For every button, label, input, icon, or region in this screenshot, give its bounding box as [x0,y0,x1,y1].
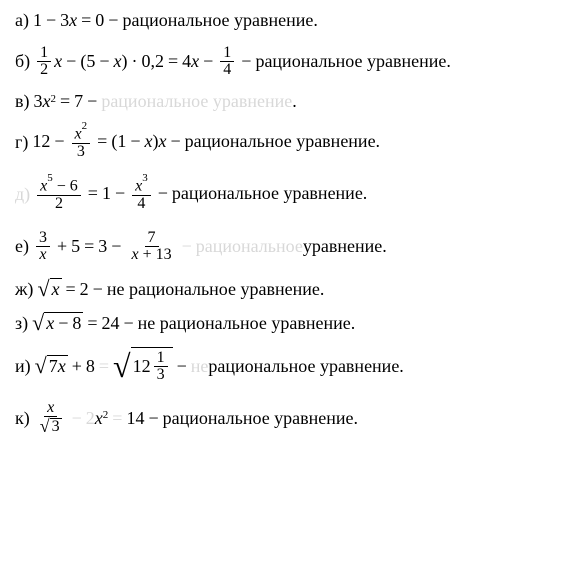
frac-f2: 7 x+13 [128,230,174,263]
item-h: з) √ x−8 = 24 − не рациональное уравнени… [15,310,570,336]
frac-e2: x3 4 [132,176,151,211]
sqrt-h: √ x−8 [32,310,83,336]
desc-b: рациональное уравнение. [255,51,450,72]
frac-d1: x2 3 [72,124,91,159]
label-a: а) [15,10,29,31]
equation-i: √ 7x + 8 = √ 12 1 3 − не рациональное ур… [35,347,404,385]
sqrt-g: √ x [37,276,61,302]
desc-i-water: не [191,356,209,377]
frac-b2: 1 4 [220,45,234,78]
equation-f: 3 x + 5 = 3 − 7 x+13 − рациональное урав… [33,230,387,263]
item-a: а) 1 − 3 x = 0 − рациональное уравнение. [15,10,570,31]
sqrt-i2: √ 12 1 3 [113,347,173,385]
label-c: в) [15,91,30,112]
desc-c-water: рациональное уравнение [101,91,292,112]
equation-c: 3 x 2 = 7 − рациональное уравнение . [34,91,297,112]
equation-j: x √ 3 − 2 x 2 = 14 − рациональное уравне… [34,400,358,436]
desc-a: рациональное уравнение. [122,10,317,31]
sqrt-i1: √ 7x [35,353,68,379]
label-i: и) [15,356,31,377]
label-j: к) [15,408,30,429]
equation-b: 1 2 x − ( 5 − x ) · 0,2 = 4 x − 1 4 − ра… [34,45,451,78]
frac-e1: x5−6 2 [37,176,81,211]
equation-e: x5−6 2 = 1 − x3 4 − рациональное уравнен… [34,176,367,211]
item-g: ж) √ x = 2 − не рациональное уравнение. [15,276,570,302]
equation-a: 1 − 3 x = 0 − рациональное уравнение. [33,10,318,31]
desc-g: не рациональное уравнение. [107,279,325,300]
item-c: в) 3 x 2 = 7 − рациональное уравнение . [15,91,570,112]
frac-f1: 3 x [36,230,50,263]
desc-j: рациональное уравнение. [163,408,358,429]
item-f: е) 3 x + 5 = 3 − 7 x+13 − рациональное у… [15,224,570,268]
desc-f-water: рациональное [196,236,303,257]
item-d: г) 12 − x2 3 = ( 1 − x ) x − рационально… [15,120,570,164]
label-h: з) [15,313,28,334]
equation-d: 12 − x2 3 = ( 1 − x ) x − рациональное у… [32,124,380,159]
frac-i: 1 3 [154,350,168,383]
item-e: д) x5−6 2 = 1 − x3 4 − рациональное урав… [15,172,570,216]
item-j: к) x √ 3 − 2 x 2 = 14 − рациональное ура… [15,396,570,440]
sqrt-j: √ 3 [40,417,62,435]
label-g: ж) [15,279,33,300]
equation-h: √ x−8 = 24 − не рациональное уравнение. [32,310,355,336]
item-i: и) √ 7x + 8 = √ 12 1 3 − не рациональное… [15,344,570,388]
label-f: е) [15,236,29,257]
desc-h: не рациональное уравнение. [138,313,356,334]
label-e: д) [15,184,30,205]
desc-e: рациональное уравнение. [172,183,367,204]
label-b: б) [15,51,30,72]
frac-j: x √ 3 [37,400,65,436]
equation-g: √ x = 2 − не рациональное уравнение. [37,276,324,302]
desc-d: рациональное уравнение. [185,131,380,152]
frac-b1: 1 2 [37,45,51,78]
label-d: г) [15,132,28,153]
item-b: б) 1 2 x − ( 5 − x ) · 0,2 = 4 x − 1 4 −… [15,39,570,83]
